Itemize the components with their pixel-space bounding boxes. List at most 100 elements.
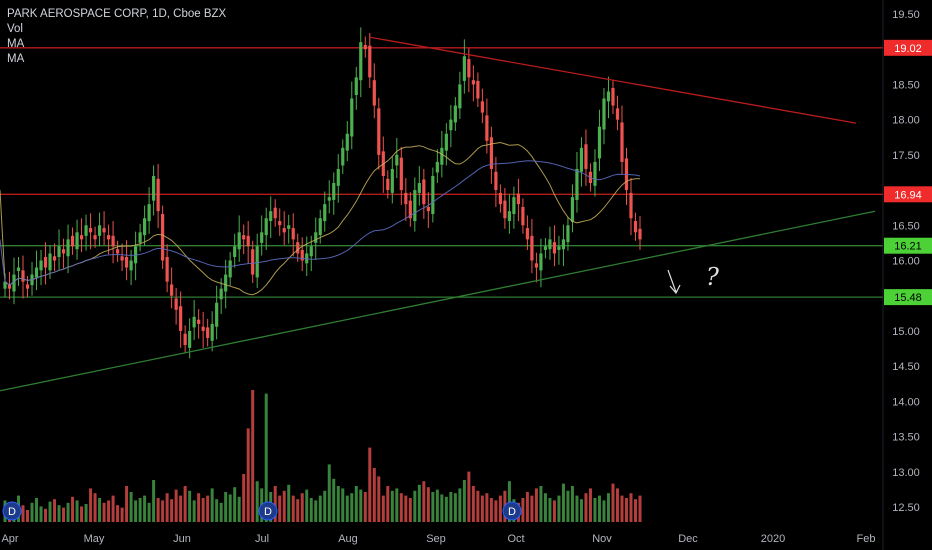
dividend-marker-label: D — [508, 506, 516, 518]
volume-bar — [156, 498, 160, 522]
volume-bar — [476, 490, 480, 522]
price-tick-label: 18.50 — [892, 79, 920, 91]
volume-bar — [228, 494, 232, 522]
volume-bar — [323, 490, 327, 522]
candle-body — [12, 274, 16, 292]
hand-drawn-arrow[interactable] — [667, 269, 681, 295]
volume-bar — [84, 504, 88, 522]
candle-body — [417, 183, 421, 193]
ma-legend-1[interactable]: MA — [7, 38, 25, 50]
time-tick-label: Aug — [338, 533, 358, 545]
candle-body — [435, 161, 439, 173]
candle-body — [458, 84, 462, 109]
candle-body — [498, 192, 502, 205]
volume-bar — [363, 492, 367, 522]
candle-body — [525, 228, 530, 240]
volume-bar — [35, 498, 39, 522]
candle-body — [115, 249, 120, 254]
chart-legend: PARK AEROSPACE CORP, 1D, Cboe BZX Vol MA… — [7, 7, 226, 67]
volume-bar — [336, 486, 340, 522]
candle-body — [88, 228, 93, 233]
candle-body — [61, 249, 66, 254]
volume-bar — [341, 488, 345, 522]
volume-bar — [494, 500, 498, 522]
volume-bar — [80, 506, 84, 522]
candle-body — [138, 232, 142, 243]
ma-legend-2[interactable]: MA — [7, 53, 25, 65]
volume-bar — [507, 481, 511, 522]
candle-body — [93, 235, 97, 240]
price-tag-box — [884, 39, 932, 56]
volume-bar — [377, 476, 381, 522]
volume-bar — [620, 495, 624, 522]
volume-bar — [399, 493, 403, 522]
volume-bar — [98, 498, 102, 522]
volume-bar — [611, 483, 615, 522]
candle-body — [395, 154, 399, 166]
candle-body — [120, 256, 124, 261]
volume-bar — [588, 488, 592, 522]
candle-body — [75, 232, 79, 250]
candle-body — [426, 206, 430, 212]
volume-bar — [237, 496, 241, 522]
trendlines[interactable] — [0, 36, 876, 392]
candle-body — [449, 119, 453, 131]
candle-body — [255, 246, 259, 278]
candle-body — [611, 87, 615, 106]
volume-bar — [498, 495, 502, 522]
candle-body — [282, 228, 286, 233]
time-tick-label: Apr — [1, 533, 18, 545]
volume-bar — [408, 498, 412, 522]
time-tick-label: Dec — [678, 533, 698, 545]
volume-bar — [525, 492, 529, 522]
candle-body — [111, 235, 115, 247]
time-axis[interactable]: Apr May Jun Jul Aug Sep Oct Nov Dec 2020 Feb — [1, 533, 875, 545]
volume-bar — [557, 495, 561, 522]
candle-body — [323, 204, 327, 222]
volume-bar — [215, 499, 219, 522]
volume-bar — [449, 492, 453, 522]
volume-bar — [471, 486, 475, 522]
symbol-title[interactable]: PARK AEROSPACE CORP, 1D, Cboe BZX — [7, 8, 227, 20]
question-mark-annotation[interactable]: ? — [706, 263, 719, 291]
volume-bar — [485, 493, 489, 522]
volume-bar — [566, 490, 570, 522]
time-tick-label: 2020 — [761, 533, 785, 545]
volume-bar — [390, 490, 394, 522]
volume-bar — [368, 447, 372, 522]
volume-bar — [278, 495, 282, 522]
volume-bar — [489, 498, 493, 522]
candle-body — [7, 284, 12, 289]
volume-legend[interactable]: Vol — [7, 23, 23, 35]
volume-bar — [107, 500, 111, 522]
price-axis[interactable]: 19.5019.0018.5018.0017.5017.0016.5016.00… — [892, 9, 920, 514]
volume-bar — [30, 502, 34, 522]
candle-body — [444, 133, 448, 151]
horizontal-levels[interactable] — [0, 47, 883, 298]
candle-body — [354, 77, 358, 95]
candle-body — [399, 157, 403, 191]
price-tag-label: 16.21 — [894, 241, 922, 253]
candle-body — [97, 225, 102, 236]
candle-body — [512, 197, 516, 215]
price-tag-box — [884, 237, 932, 254]
candle-body — [606, 91, 611, 102]
volume-bar — [255, 481, 259, 522]
candle-body — [39, 260, 43, 271]
candle-body — [242, 235, 246, 240]
price-tick-label: 16.50 — [892, 220, 920, 232]
price-tick-label: 18.00 — [892, 115, 920, 127]
candle-body — [566, 225, 570, 243]
candle-body — [183, 333, 187, 346]
candle-body — [192, 316, 196, 328]
volume-bar — [444, 496, 448, 522]
volume-bar — [624, 498, 628, 522]
candle-body — [597, 126, 602, 159]
volume-bar — [597, 495, 601, 522]
price-tick-label: 13.50 — [892, 432, 920, 444]
candle-body — [106, 235, 111, 240]
annotations[interactable]: ? — [667, 263, 719, 295]
